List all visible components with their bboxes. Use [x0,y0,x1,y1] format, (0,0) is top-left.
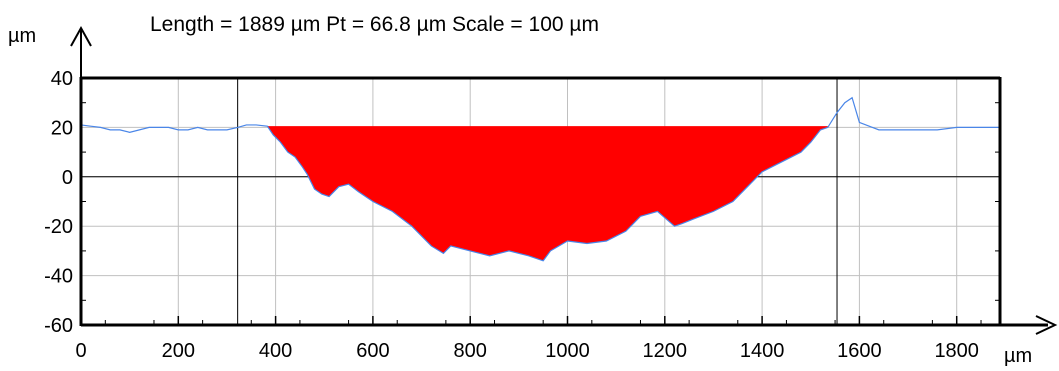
x-tick-label: 1800 [934,340,979,362]
y-unit-label: µm [8,25,36,47]
x-tick-label: 400 [259,340,292,362]
x-tick-label: 1600 [837,340,882,362]
y-tick-label: 20 [51,117,73,139]
profile-line-layer [80,96,1000,262]
y-tick-label: 0 [62,167,73,189]
x-tick-label: 800 [454,340,487,362]
y-tick-label: -40 [44,266,73,288]
y-axis-arrow-head [70,25,92,47]
x-tick-label: 1000 [545,340,590,362]
y-tick-label: -60 [44,315,73,337]
x-tick-label: 200 [162,340,195,362]
axes [70,25,1058,335]
x-tick-label: 0 [75,340,86,362]
profile-fill-area [267,126,828,261]
y-tick-label: 40 [51,68,73,90]
profile-line [80,96,1000,262]
removed-material-fill [267,126,828,261]
x-axis-arrow-head [1035,315,1058,335]
y-tick-label: -20 [44,216,73,238]
x-tick-label: 1200 [643,340,688,362]
x-unit-label: µm [1004,345,1032,367]
x-tick-label: 1400 [740,340,785,362]
tick-labels: 0 200 400 600 800 1000 1200 1400 1600 180040200-2… [44,68,979,362]
x-tick-label: 600 [356,340,389,362]
chart-title: Length = 1889 µm Pt = 66.8 µm Scale = 10… [150,13,599,36]
